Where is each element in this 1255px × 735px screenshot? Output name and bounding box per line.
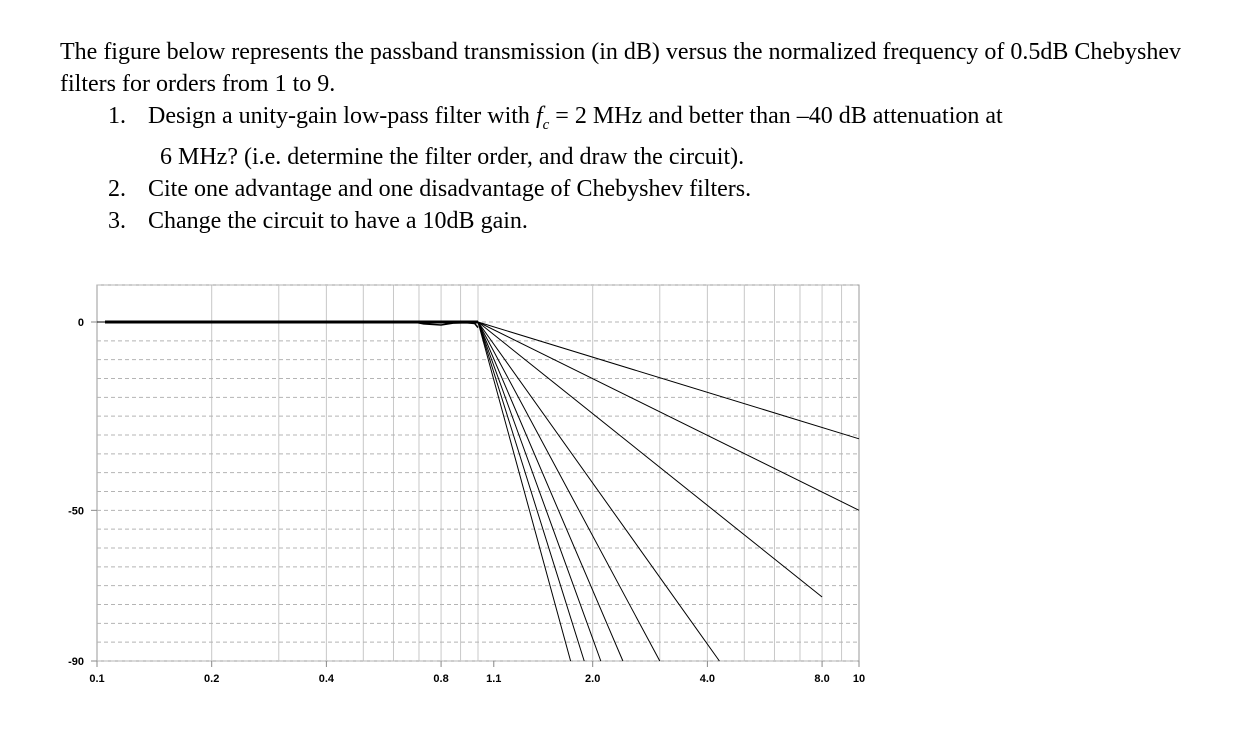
fc-symbol: f: [535, 103, 543, 129]
chart-axes: [91, 321, 860, 667]
question-intro: The figure below represents the passband…: [60, 39, 1182, 97]
question-list: 1. Design a unity-gain low-pass filter w…: [60, 100, 1230, 237]
x-tick-label: 2.0: [585, 673, 600, 685]
item-text-mid: = 2 MHz and better than –40 dB attenuati…: [549, 103, 1003, 129]
x-tick-label: 0.1: [89, 673, 104, 685]
x-tick-label: 0.2: [204, 673, 219, 685]
item-text-continuation: 6 MHz? (i.e. determine the filter order,…: [160, 143, 745, 170]
passband-ripple: [414, 321, 479, 329]
question-item-2: 2. Cite one advantage and one disadvanta…: [60, 173, 1230, 205]
x-tick-label: 0.4: [319, 673, 335, 685]
item-text-pre: Design a unity-gain low-pass filter with: [148, 103, 536, 129]
item-number: 2.: [108, 175, 126, 202]
item-text: Change the circuit to have a 10dB gain.: [148, 207, 528, 234]
x-tick-label: 0.8: [433, 673, 448, 685]
question-item-3: 3. Change the circuit to have a 10dB gai…: [60, 205, 1230, 237]
x-tick-label: 1.1: [486, 673, 501, 685]
filter-curve-order-3: [97, 321, 823, 598]
item-number: 1.: [108, 103, 126, 129]
chart-tick-labels: 0.1 0.2 0.4 0.8 1.1 2.0 4.0 8.0 10 0 -50 -90: [68, 317, 865, 685]
item-text: Cite one advantage and one disadvantage …: [148, 175, 752, 202]
chart-curves: [97, 320, 860, 662]
item-number: 3.: [108, 207, 126, 234]
x-tick-label: 4.0: [700, 673, 715, 685]
x-tick-label: 10: [853, 673, 865, 685]
fc-subscript: c: [542, 116, 550, 133]
y-tick-label: 0: [78, 317, 84, 329]
y-tick-label: -90: [68, 656, 84, 668]
question-text: The figure below represents the passband…: [60, 36, 1230, 237]
question-item-1: 1. Design a unity-gain low-pass filter w…: [60, 100, 1230, 173]
chart-grid: [97, 284, 859, 662]
x-tick-label: 8.0: [814, 673, 829, 685]
y-tick-label: -50: [68, 505, 84, 517]
